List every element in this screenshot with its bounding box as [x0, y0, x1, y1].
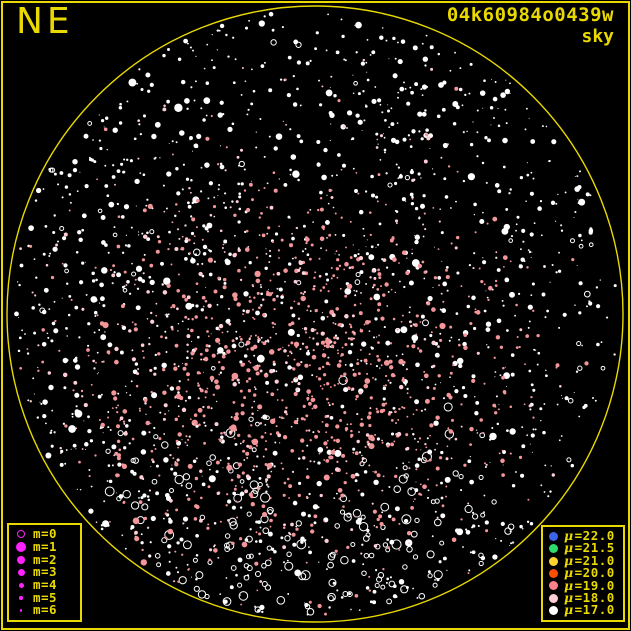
legend-mu-row: μ=22.0	[543, 527, 623, 543]
color-dot-icon	[543, 568, 564, 578]
legend-mu-label: μ=19.0	[564, 577, 615, 593]
legend-magnitude-row: m=2	[9, 551, 80, 567]
orientation-label: NE	[16, 1, 74, 42]
legend-magnitude-row: m=6	[9, 602, 80, 618]
legend-magnitude-label: m=6	[33, 602, 58, 618]
color-dot-icon	[543, 581, 564, 591]
legend-magnitude-row: m=5	[9, 589, 80, 605]
color-dot-icon	[543, 544, 564, 554]
filled-circle-marker-icon	[9, 596, 33, 600]
filled-circle-marker-icon	[9, 555, 33, 564]
legend-mu-label: μ=17.0	[564, 602, 615, 618]
plot-subtitle: sky	[581, 26, 614, 47]
legend-mu-label: μ=22.0	[564, 527, 615, 543]
legend-magnitude-label: m=1	[33, 538, 58, 554]
legend-mu-label: μ=20.0	[564, 565, 615, 581]
filled-circle-marker-icon	[9, 568, 33, 576]
legend-magnitude-label: m=4	[33, 576, 58, 592]
legend-mu-row: μ=19.0	[543, 577, 623, 593]
legend-mu-rows: μ=22.0 μ=21.5 μ=21.0 μ=20.0 μ=19.0 μ=18.0 μ=17…	[541, 525, 625, 622]
legend-mu-label: μ=21.5	[564, 540, 615, 556]
color-dot-icon	[543, 531, 564, 541]
legend-mu-row: μ=18.0	[543, 590, 623, 606]
plot-title: 04k60984o0439w	[446, 4, 614, 26]
filled-circle-marker-icon	[9, 542, 33, 553]
legend-magnitude-row: m=0	[9, 528, 80, 540]
color-dot-icon	[543, 606, 564, 616]
color-dot-icon	[543, 593, 564, 603]
filled-circle-marker-icon	[9, 609, 33, 612]
open-circle-marker-icon	[9, 530, 33, 539]
legend-magnitude-label: m=0	[33, 526, 58, 542]
legend-magnitude-row: m=1	[9, 538, 80, 554]
legend-magnitude-label: m=5	[33, 589, 58, 605]
legend-magnitude-row: m=4	[9, 576, 80, 592]
legend-magnitude-label: m=2	[33, 551, 58, 567]
filled-circle-marker-icon	[9, 582, 33, 588]
legend-magnitude-rows: m=0 m=1 m=2 m=3 m=4 m=5 m=6	[7, 523, 82, 622]
legend-mu-row: μ=20.0	[543, 565, 623, 581]
legend-mu-row: μ=21.0	[543, 552, 623, 568]
legend-magnitude-row: m=3	[9, 566, 80, 578]
legend-mu-label: μ=18.0	[564, 590, 615, 606]
legend-mu-label: μ=21.0	[564, 552, 615, 568]
legend-mu-row: μ=17.0	[543, 602, 623, 618]
legend-magnitude-label: m=3	[33, 564, 58, 580]
legend-mu-row: μ=21.5	[543, 540, 623, 556]
color-dot-icon	[543, 556, 564, 566]
